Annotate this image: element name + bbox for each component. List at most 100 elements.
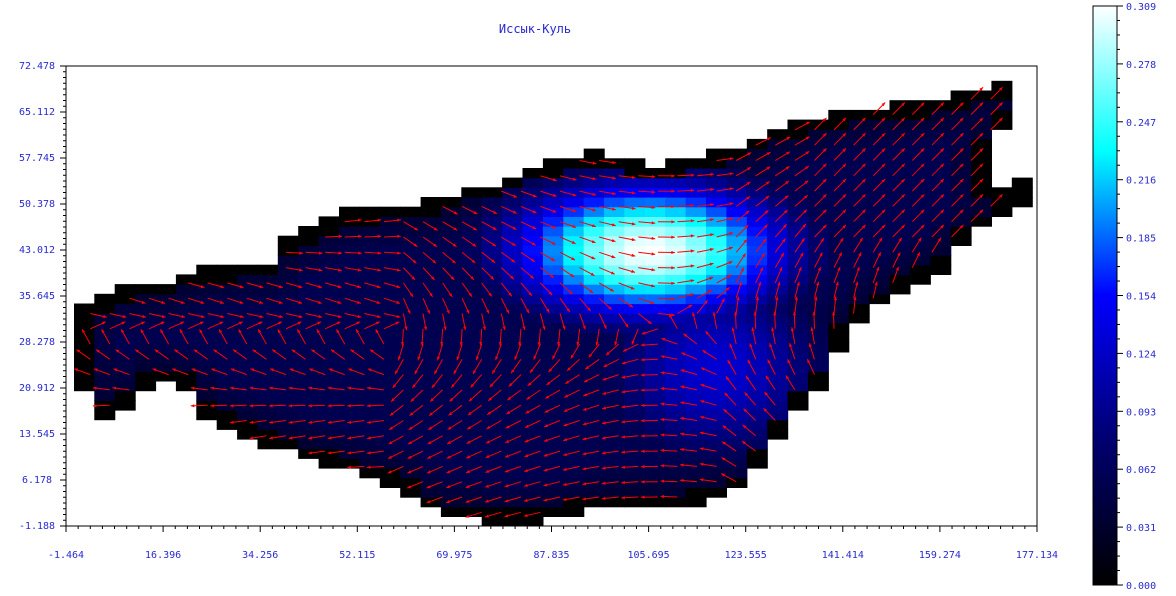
vector-arrowhead xyxy=(671,313,675,317)
heatmap-cell xyxy=(237,419,259,430)
heatmap-cell xyxy=(767,187,789,198)
vector-arrowhead xyxy=(259,285,264,289)
heatmap-cell xyxy=(542,264,564,275)
vector-arrowhead xyxy=(427,470,431,474)
vector-arrowhead xyxy=(548,291,553,296)
vector-arrowhead xyxy=(918,237,922,242)
heatmap-cell xyxy=(502,497,524,508)
heatmap-cell xyxy=(522,506,544,517)
vector-arrowhead xyxy=(727,359,731,364)
heatmap-cell xyxy=(298,429,320,440)
heatmap-cell xyxy=(604,497,625,508)
vector-arrowhead xyxy=(710,172,714,176)
colorbar: 0.3090.2780.2470.2160.1850.1540.1240.093… xyxy=(1092,2,1156,592)
heatmap-cell xyxy=(298,351,320,363)
heatmap-cell xyxy=(420,303,442,314)
vector-arrowhead xyxy=(592,192,597,196)
heatmap-cell xyxy=(481,235,503,246)
vector-arrowhead xyxy=(524,483,528,487)
heatmap-cell xyxy=(542,284,564,295)
heatmap-cell xyxy=(644,371,666,382)
heatmap-cell xyxy=(257,264,279,275)
heatmap-cell xyxy=(542,371,564,382)
heatmap-cell xyxy=(665,274,687,285)
vector-arrowhead xyxy=(465,499,470,503)
heatmap-cell xyxy=(420,400,442,411)
heatmap-cell xyxy=(787,129,809,140)
vector-arrowhead xyxy=(472,243,477,247)
heatmap-cell xyxy=(930,264,952,275)
vector-arrowhead xyxy=(552,178,557,182)
heatmap-cell xyxy=(502,458,524,469)
heatmap-cell xyxy=(563,487,585,498)
heatmap-cell xyxy=(909,226,931,237)
heatmap-cell xyxy=(196,303,218,314)
heatmap-cell xyxy=(440,448,462,459)
vector-arrowhead xyxy=(798,267,802,271)
heatmap-cell xyxy=(216,264,238,275)
vector-arrowhead xyxy=(537,342,541,346)
vector-arrowhead xyxy=(269,386,273,390)
vector-arrowhead xyxy=(410,398,415,402)
vector-arrowhead xyxy=(822,163,827,168)
heatmap-cell xyxy=(746,168,768,179)
heatmap-cell xyxy=(359,322,381,334)
vector-arrowhead xyxy=(505,425,510,429)
vector-arrowhead xyxy=(414,370,418,375)
heatmap-cell xyxy=(502,429,524,440)
vector-arrowhead xyxy=(357,285,362,289)
heatmap-cell xyxy=(665,448,687,459)
heatmap-cell xyxy=(440,264,462,275)
heatmap-cell xyxy=(175,332,197,343)
heatmap-cell xyxy=(400,293,422,305)
vector-arrowhead xyxy=(566,308,570,312)
vector-arrowhead xyxy=(614,341,618,346)
heatmap-cell xyxy=(807,342,829,353)
heatmap-cell xyxy=(767,129,789,140)
heatmap-cell xyxy=(318,351,340,363)
heatmap-cell xyxy=(787,226,809,237)
vector-arrowhead xyxy=(901,148,905,153)
heatmap-cell xyxy=(828,274,850,285)
heatmap-cell xyxy=(563,187,585,198)
vector-arrowhead xyxy=(592,177,597,181)
vector-arrowhead xyxy=(357,300,361,304)
heatmap-cell xyxy=(481,439,503,450)
vector-arrowhead xyxy=(473,211,478,214)
vector-arrowhead xyxy=(690,234,695,238)
heatmap-cell xyxy=(461,477,483,488)
vector-arrowhead xyxy=(249,386,254,390)
vector-arrowhead xyxy=(722,425,727,429)
heatmap-cell xyxy=(379,245,401,256)
vector-arrowhead xyxy=(298,285,303,289)
heatmap-cell xyxy=(318,235,340,246)
heatmap-cell xyxy=(359,419,381,430)
heatmap-cell xyxy=(583,448,605,459)
heatmap-cell xyxy=(94,351,116,363)
vector-arrowhead xyxy=(465,484,470,488)
vector-arrowhead xyxy=(759,267,763,272)
vector-arrowhead xyxy=(660,479,664,483)
heatmap-cell xyxy=(461,332,483,343)
vector-arrowhead xyxy=(427,441,432,445)
vector-arrowhead xyxy=(190,404,195,408)
vector-arrowhead xyxy=(531,258,535,262)
vector-arrowhead xyxy=(661,338,666,342)
vector-arrowhead xyxy=(562,497,567,501)
vector-arrowhead xyxy=(470,383,475,388)
heatmap-cell xyxy=(339,322,360,334)
vector-arrowhead xyxy=(621,420,625,424)
vector-arrowhead xyxy=(651,252,656,256)
heatmap-cell xyxy=(706,187,727,198)
vector-arrowhead xyxy=(328,368,333,372)
heatmap-cell xyxy=(400,361,422,372)
heatmap-cell xyxy=(481,487,503,498)
heatmap-cell xyxy=(685,477,707,488)
vector-arrowhead xyxy=(790,327,794,332)
heatmap-cell xyxy=(542,235,564,246)
heatmap-cell xyxy=(196,293,218,305)
heatmap-cell xyxy=(971,158,992,169)
vector-arrowhead xyxy=(543,453,548,457)
heatmap-cell xyxy=(909,197,931,208)
